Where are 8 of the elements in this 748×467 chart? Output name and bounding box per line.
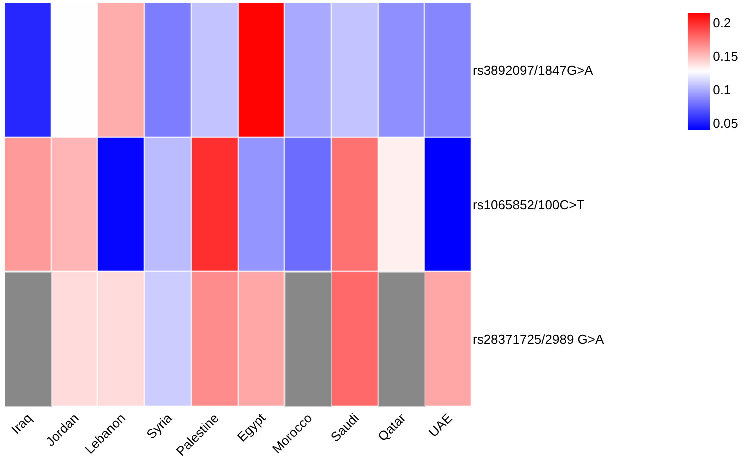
color-bar-label: 0.1 bbox=[713, 82, 732, 98]
y-tick-label: rs1065852/100C>T bbox=[472, 198, 585, 213]
y-tick-label: rs3892097/1847G>A bbox=[472, 62, 594, 78]
color-bar-label: 0.2 bbox=[713, 16, 732, 31]
color-bar-label: 0.15 bbox=[713, 49, 738, 64]
y-tick-label: rs28371725/2989 G>A bbox=[472, 332, 605, 348]
x-tick-label: Iraq bbox=[8, 410, 36, 438]
color-bar-label: 0.05 bbox=[713, 116, 738, 131]
